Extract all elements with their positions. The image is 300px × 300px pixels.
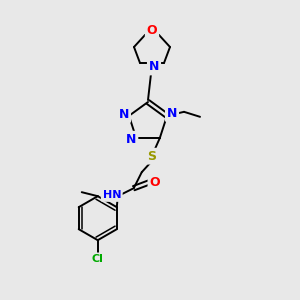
Text: N: N (167, 107, 177, 120)
Text: Cl: Cl (92, 254, 104, 264)
Text: HN: HN (103, 190, 121, 200)
Text: N: N (149, 61, 159, 74)
Text: O: O (147, 25, 157, 38)
Text: S: S (147, 150, 156, 163)
Text: O: O (149, 176, 160, 189)
Text: N: N (126, 133, 136, 146)
Text: N: N (119, 108, 129, 121)
